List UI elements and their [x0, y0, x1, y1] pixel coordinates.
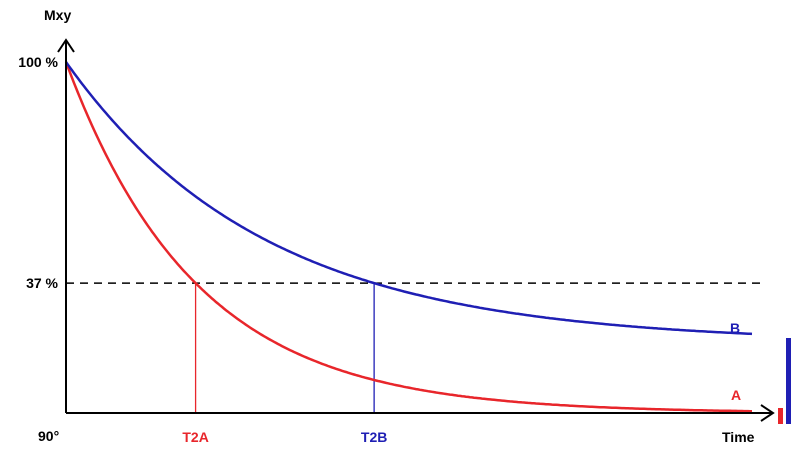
y-tick-label-100: 100 % [18, 54, 58, 70]
x-origin-label: 90° [38, 428, 59, 444]
series-a-level-bar [778, 408, 783, 424]
y-axis-label: Mxy [44, 7, 71, 23]
series-label-b: B [730, 320, 740, 336]
y-axis-arrow-icon [57, 38, 75, 53]
marker-label-t2a: T2A [182, 429, 208, 445]
series-b-level-bar [786, 338, 791, 424]
series-label-a: A [731, 387, 741, 403]
series-b-curve [64, 61, 753, 336]
x-axis-arrow-icon [760, 404, 775, 422]
series-a-curve [64, 61, 752, 413]
y-tick-label-37: 37 % [26, 275, 58, 291]
marker-label-t2b: T2B [361, 429, 387, 445]
x-axis-label: Time [722, 429, 755, 445]
